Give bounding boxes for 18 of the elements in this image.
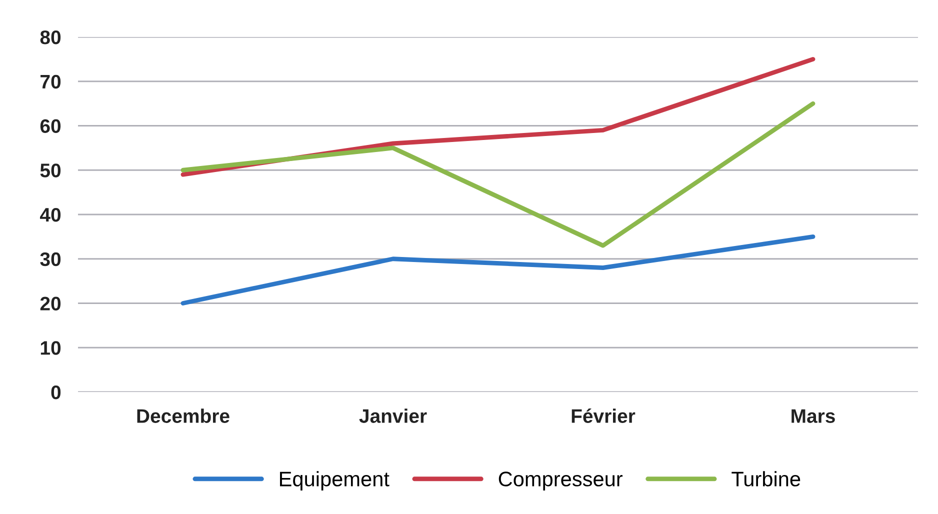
y-tick-label: 30 bbox=[40, 252, 61, 266]
legend-label: Compresseur bbox=[498, 472, 623, 491]
y-tick-label: 80 bbox=[40, 30, 61, 44]
x-tick-label: Decembre bbox=[137, 408, 230, 423]
x-tick-label: Février bbox=[572, 408, 636, 423]
y-tick-label: 10 bbox=[40, 341, 61, 355]
y-tick-label: 60 bbox=[40, 119, 61, 133]
x-tick-label: Janvier bbox=[359, 408, 427, 423]
y-tick-label: 50 bbox=[40, 164, 61, 178]
legend-label: Turbine bbox=[732, 471, 800, 486]
y-tick-label: 70 bbox=[40, 74, 61, 89]
legend-label: Equipement bbox=[280, 471, 390, 491]
line-series bbox=[180, 101, 816, 248]
line-series bbox=[180, 234, 816, 306]
y-tick-label: 20 bbox=[40, 296, 61, 310]
x-tick-label: Mars bbox=[792, 409, 835, 423]
y-tick-label: 0 bbox=[51, 385, 61, 400]
y-tick-label: 40 bbox=[40, 208, 61, 222]
